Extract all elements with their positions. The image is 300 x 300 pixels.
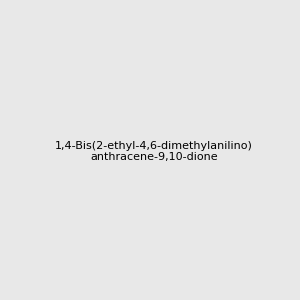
Text: 1,4-Bis(2-ethyl-4,6-dimethylanilino)
anthracene-9,10-dione: 1,4-Bis(2-ethyl-4,6-dimethylanilino) ant… bbox=[55, 141, 253, 162]
